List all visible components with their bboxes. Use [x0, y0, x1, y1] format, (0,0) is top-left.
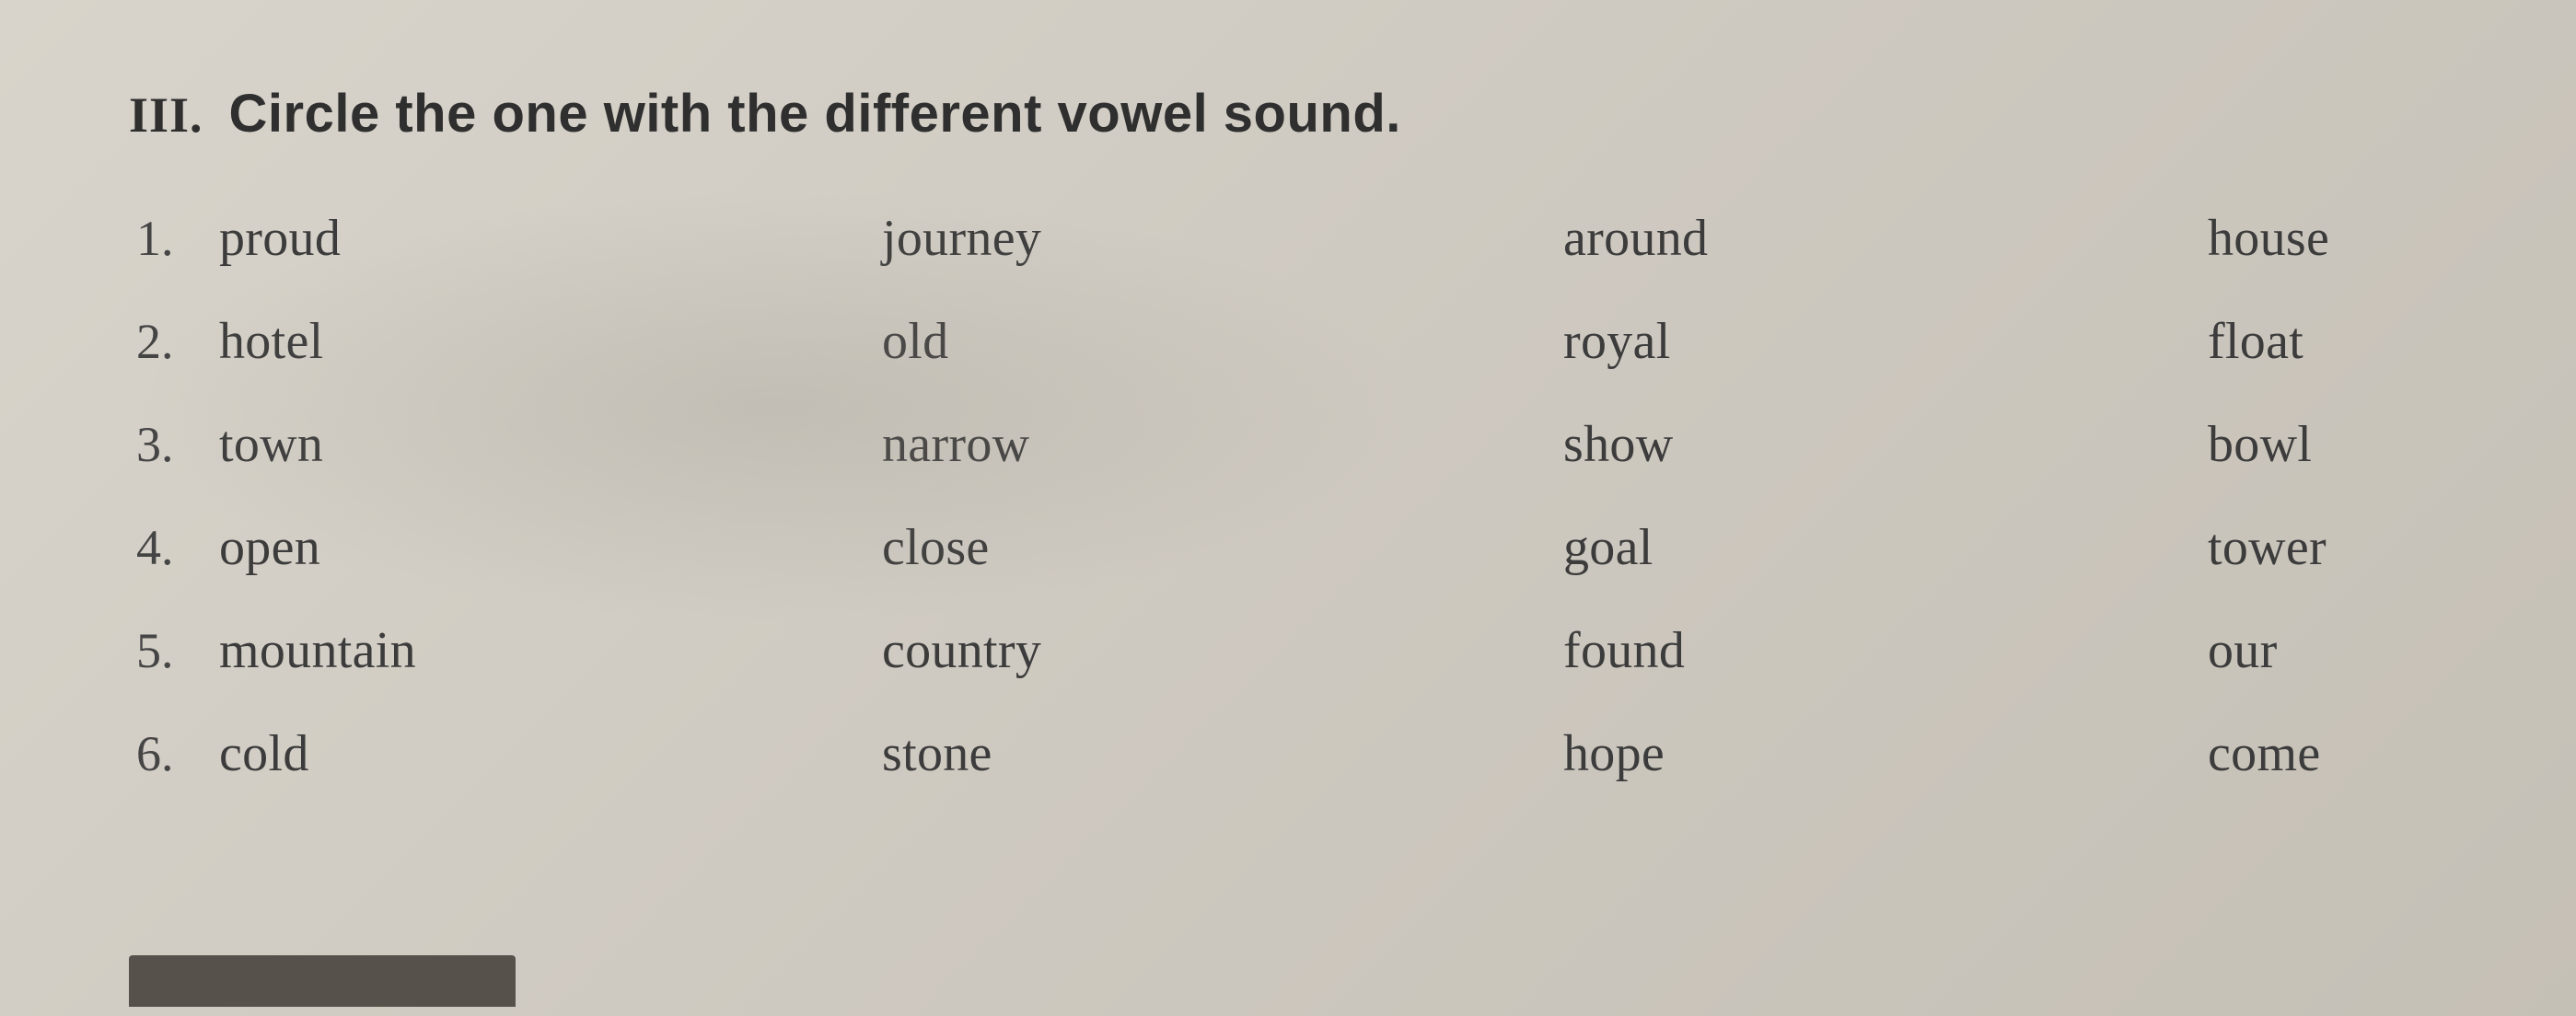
word-option: our — [2208, 621, 2466, 680]
word-option: stone — [882, 724, 1563, 783]
word-option: house — [2208, 209, 2466, 268]
row-number: 5. — [136, 622, 219, 679]
word-option: cold — [219, 724, 882, 783]
word-option: come — [2208, 724, 2466, 783]
row-number: 6. — [136, 725, 219, 782]
table-row: 5. mountain country found our — [129, 621, 2466, 680]
word-option: tower — [2208, 518, 2466, 577]
row-number: 4. — [136, 519, 219, 576]
word-option: proud — [219, 209, 882, 268]
word-option: show — [1563, 415, 2208, 474]
word-option: mountain — [219, 621, 882, 680]
exercise-table: 1. proud journey around house 2. hotel o… — [129, 209, 2466, 783]
word-option: journey — [882, 209, 1563, 268]
word-option: float — [2208, 312, 2466, 371]
section-number: III. — [129, 87, 203, 144]
word-option: old — [882, 312, 1563, 371]
word-option: royal — [1563, 312, 2208, 371]
row-number: 1. — [136, 210, 219, 267]
word-option: narrow — [882, 415, 1563, 474]
table-row: 3. town narrow show bowl — [129, 415, 2466, 474]
word-option: found — [1563, 621, 2208, 680]
exercise-instruction-row: III. Circle the one with the different v… — [129, 55, 2466, 144]
instruction-text: Circle the one with the different vowel … — [229, 83, 1401, 144]
row-number: 2. — [136, 313, 219, 370]
word-option: bowl — [2208, 415, 2466, 474]
section-footer-strip — [129, 955, 516, 1007]
word-option: open — [219, 518, 882, 577]
table-row: 1. proud journey around house — [129, 209, 2466, 268]
word-option: hotel — [219, 312, 882, 371]
word-option: close — [882, 518, 1563, 577]
word-option: around — [1563, 209, 2208, 268]
row-number: 3. — [136, 416, 219, 473]
word-option: goal — [1563, 518, 2208, 577]
table-row: 6. cold stone hope come — [129, 724, 2466, 783]
table-row: 2. hotel old royal float — [129, 312, 2466, 371]
word-option: hope — [1563, 724, 2208, 783]
table-row: 4. open close goal tower — [129, 518, 2466, 577]
word-option: country — [882, 621, 1563, 680]
word-option: town — [219, 415, 882, 474]
